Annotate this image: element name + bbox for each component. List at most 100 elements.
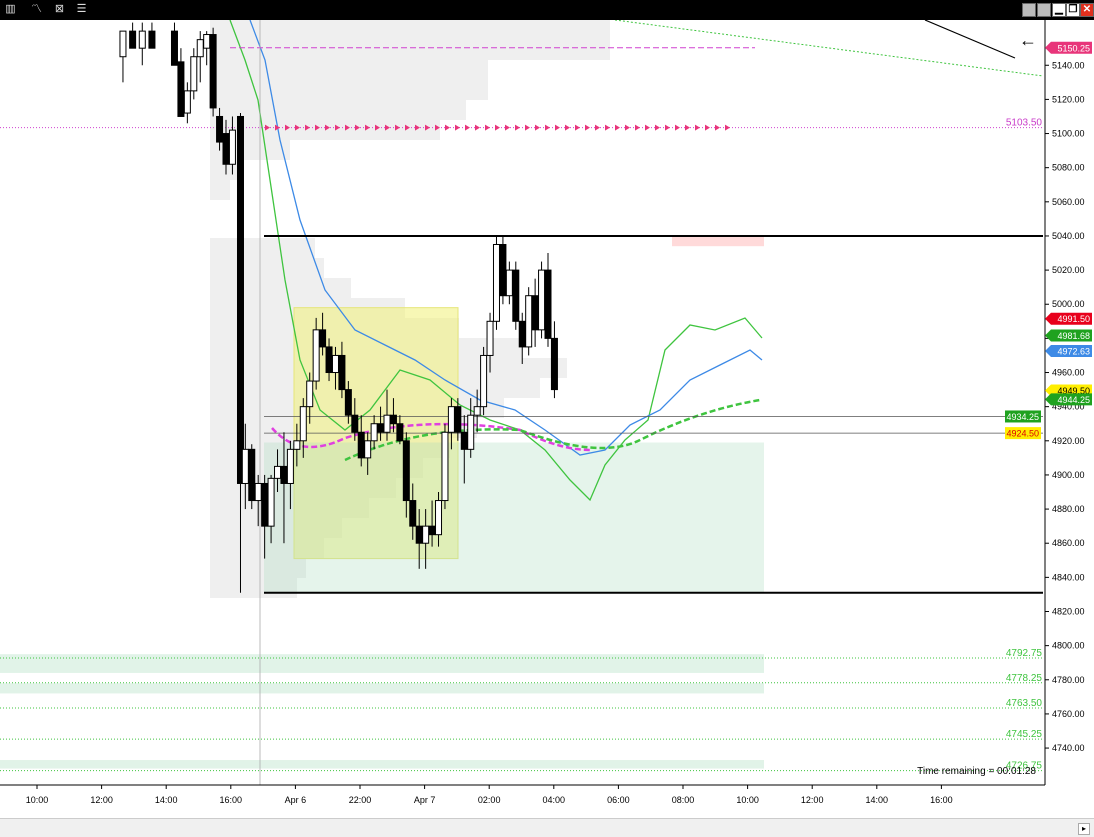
scroll-right-icon[interactable]: ▸: [1078, 823, 1090, 835]
back-arrow-icon[interactable]: ←: [1019, 30, 1037, 50]
resistance-zone-box: [672, 235, 764, 247]
price-tick-label: 5060.00: [1052, 197, 1085, 207]
volume-profile-bar: [210, 278, 351, 298]
candle-body: [383, 414, 391, 433]
candle-body: [428, 525, 436, 536]
arrow-marker: [565, 124, 570, 131]
price-marker-label: 4949.50: [1057, 386, 1090, 396]
candle-body: [267, 477, 275, 527]
moving-average-line: [229, 20, 763, 502]
arrow-marker: [635, 124, 640, 131]
price-tick-label: 5020.00: [1052, 265, 1085, 275]
candle-body: [351, 414, 359, 433]
time-tick-label: Apr 6: [285, 795, 307, 805]
indicator-list-icon[interactable]: ☰: [76, 3, 87, 15]
bar-chart-icon[interactable]: ▥: [5, 3, 16, 15]
candle-body: [402, 440, 410, 502]
time-tick-label: 08:00: [672, 795, 695, 805]
candle-body: [331, 354, 339, 374]
price-tick-label: 4800.00: [1052, 641, 1085, 651]
inline-label: 4934.25: [1006, 412, 1039, 422]
inline-label-bg: [1005, 427, 1041, 440]
draw-line-icon[interactable]: 〽: [31, 3, 42, 15]
arrow-marker: [675, 124, 680, 131]
chart-properties-icon[interactable]: ⊠: [54, 3, 65, 15]
candle-body: [306, 380, 314, 408]
arrow-marker: [555, 124, 560, 131]
arrow-marker: [615, 124, 620, 131]
arrow-marker: [325, 124, 330, 131]
candle-body: [209, 34, 217, 109]
arrow-marker: [505, 124, 510, 131]
arrow-marker: [585, 124, 590, 131]
arrow-marker: [405, 124, 410, 131]
arrow-marker: [595, 124, 600, 131]
price-tick-label: 4760.00: [1052, 709, 1085, 719]
time-tick-label: 04:00: [543, 795, 566, 805]
price-tick-label: 5000.00: [1052, 299, 1085, 309]
candle-body: [319, 329, 327, 348]
vwap-line: [271, 422, 591, 452]
inline-label: 4745.25: [1006, 729, 1043, 740]
candle-body: [538, 269, 546, 331]
candle-body: [531, 295, 539, 331]
price-tick-label: 4740.00: [1052, 743, 1085, 753]
inline-label: 4924.50: [1006, 429, 1039, 439]
inline-label: 4726.75: [1006, 761, 1043, 772]
inline-labels-layer: 5103.50 4934.25 4924.50 4792.75 4778.25 4763.…: [1005, 118, 1042, 772]
arrow-marker: [725, 124, 730, 131]
candle-body: [325, 346, 333, 374]
price-chart[interactable]: 5103.50 4934.25 4924.50 4792.75 4778.25 4763.…: [0, 20, 1094, 818]
candle-body: [357, 431, 365, 459]
arrow-marker: [695, 124, 700, 131]
arrow-marker: [535, 124, 540, 131]
time-tick-label: 12:00: [90, 795, 113, 805]
inline-label: 4778.25: [1006, 673, 1043, 684]
arrow-marker: [415, 124, 420, 131]
arrow-marker: [665, 124, 670, 131]
candle-body: [377, 423, 385, 433]
price-tick-label: 4880.00: [1052, 504, 1085, 514]
time-tick-label: 06:00: [607, 795, 630, 805]
time-tick-label: 14:00: [155, 795, 178, 805]
arrow-marker: [275, 124, 280, 131]
price-marker-label: 4991.50: [1057, 314, 1090, 324]
arrow-marker: [455, 124, 460, 131]
grey-box-icon[interactable]: [1022, 3, 1036, 17]
arrow-marker: [485, 124, 490, 131]
horizontal-scrollbar[interactable]: ▸: [0, 818, 1094, 837]
trend-line: [614, 20, 1044, 77]
close-icon[interactable]: ✕: [1080, 3, 1094, 17]
time-axis: 10:00 12:00 14:00 16:00 Apr 6 22:00 Apr 7 02:00…: [0, 784, 1045, 805]
arrow-marker: [425, 124, 430, 131]
candle-body: [119, 30, 127, 58]
volume-profile-layer: [0, 20, 764, 769]
price-tick-label: 4860.00: [1052, 538, 1085, 548]
candle-body: [344, 389, 352, 416]
minimize-icon[interactable]: ▁: [1052, 3, 1066, 17]
arrow-marker: [395, 124, 400, 131]
time-tick-label: 14:00: [866, 795, 889, 805]
price-marker: 4944.25: [1045, 393, 1092, 406]
time-tick-label: Apr 7: [414, 795, 436, 805]
price-tick-label: 5120.00: [1052, 94, 1085, 104]
arrow-marker: [445, 124, 450, 131]
grey-box-icon[interactable]: [1037, 3, 1051, 17]
candle-body: [312, 329, 320, 382]
candle-body: [505, 269, 513, 297]
time-tick-label: 16:00: [220, 795, 243, 805]
arrow-marker: [495, 124, 500, 131]
candle-body: [389, 414, 397, 425]
restore-icon[interactable]: ❐: [1066, 3, 1080, 17]
candle-body: [492, 243, 500, 322]
price-tick-label: 4920.00: [1052, 436, 1085, 446]
arrow-marker: [265, 124, 270, 131]
arrow-marker: [475, 124, 480, 131]
price-tick-label: 4960.00: [1052, 368, 1085, 378]
arrow-marker: [385, 124, 390, 131]
time-tick-label: 10:00: [26, 795, 49, 805]
volume-profile-bar: [210, 558, 306, 578]
candle-body: [274, 465, 282, 479]
price-tick-label: 5100.00: [1052, 129, 1085, 139]
candle-body: [138, 30, 146, 49]
